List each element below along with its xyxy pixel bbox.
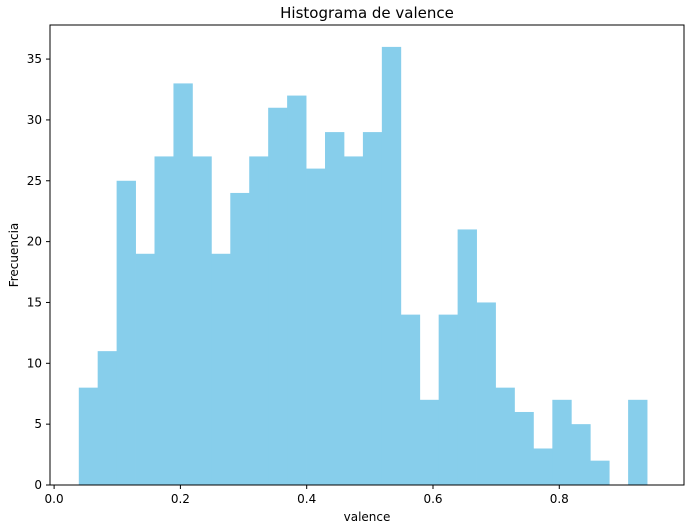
histogram-bar [514, 411, 534, 485]
histogram-bar [400, 314, 421, 485]
histogram-bar [325, 132, 345, 485]
histogram-bar [552, 399, 572, 485]
x-tick-label: 0.6 [423, 492, 442, 506]
plot-frame [49, 24, 685, 486]
histogram-bar [116, 180, 136, 485]
histogram-bar [457, 229, 477, 485]
histogram-bar [362, 132, 383, 485]
y-axis-ticks: 0 5 10 15 20 25 30 35 [27, 52, 50, 492]
y-tick-label: 25 [27, 174, 42, 188]
histogram-bar [249, 156, 269, 485]
histogram-bar [192, 156, 212, 485]
chart-title: Histograma de valence [280, 4, 454, 22]
histogram-bar [533, 448, 553, 485]
y-tick-label: 0 [34, 478, 42, 492]
x-tick-label: 0.4 [297, 492, 316, 506]
bars-group [78, 46, 648, 486]
histogram-bar [154, 156, 174, 485]
x-axis-ticks: 0.0 0.2 0.4 0.6 0.8 [45, 485, 569, 506]
histogram-bar [135, 253, 155, 485]
histogram-bar [230, 192, 250, 485]
y-tick-label: 30 [27, 113, 42, 127]
y-tick-label: 15 [27, 295, 42, 309]
histogram-bar [97, 351, 118, 485]
histogram-bar [268, 107, 288, 485]
histogram-bar [476, 302, 496, 485]
histogram-bar [306, 168, 326, 485]
histogram-bar [590, 460, 610, 485]
y-tick-label: 5 [34, 417, 42, 431]
histogram-bar [628, 399, 648, 485]
histogram-bar [78, 387, 99, 485]
histogram-bar [419, 399, 440, 485]
histogram-bar [173, 83, 193, 485]
y-tick-label: 20 [27, 235, 42, 249]
histogram-bar [381, 46, 402, 486]
y-tick-label: 35 [27, 52, 42, 66]
histogram-bar [495, 387, 515, 485]
histogram-bar [211, 253, 231, 485]
x-tick-label: 0.8 [550, 492, 569, 506]
y-tick-label: 10 [27, 356, 42, 370]
x-tick-label: 0.0 [45, 492, 64, 506]
x-axis-label: valence [344, 510, 391, 524]
histogram-bar [343, 156, 364, 485]
histogram-bar [287, 95, 307, 485]
histogram-bar [438, 314, 459, 485]
histogram-bar [571, 424, 591, 485]
x-tick-label: 0.2 [171, 492, 190, 506]
y-axis-label: Frecuencia [7, 223, 21, 288]
